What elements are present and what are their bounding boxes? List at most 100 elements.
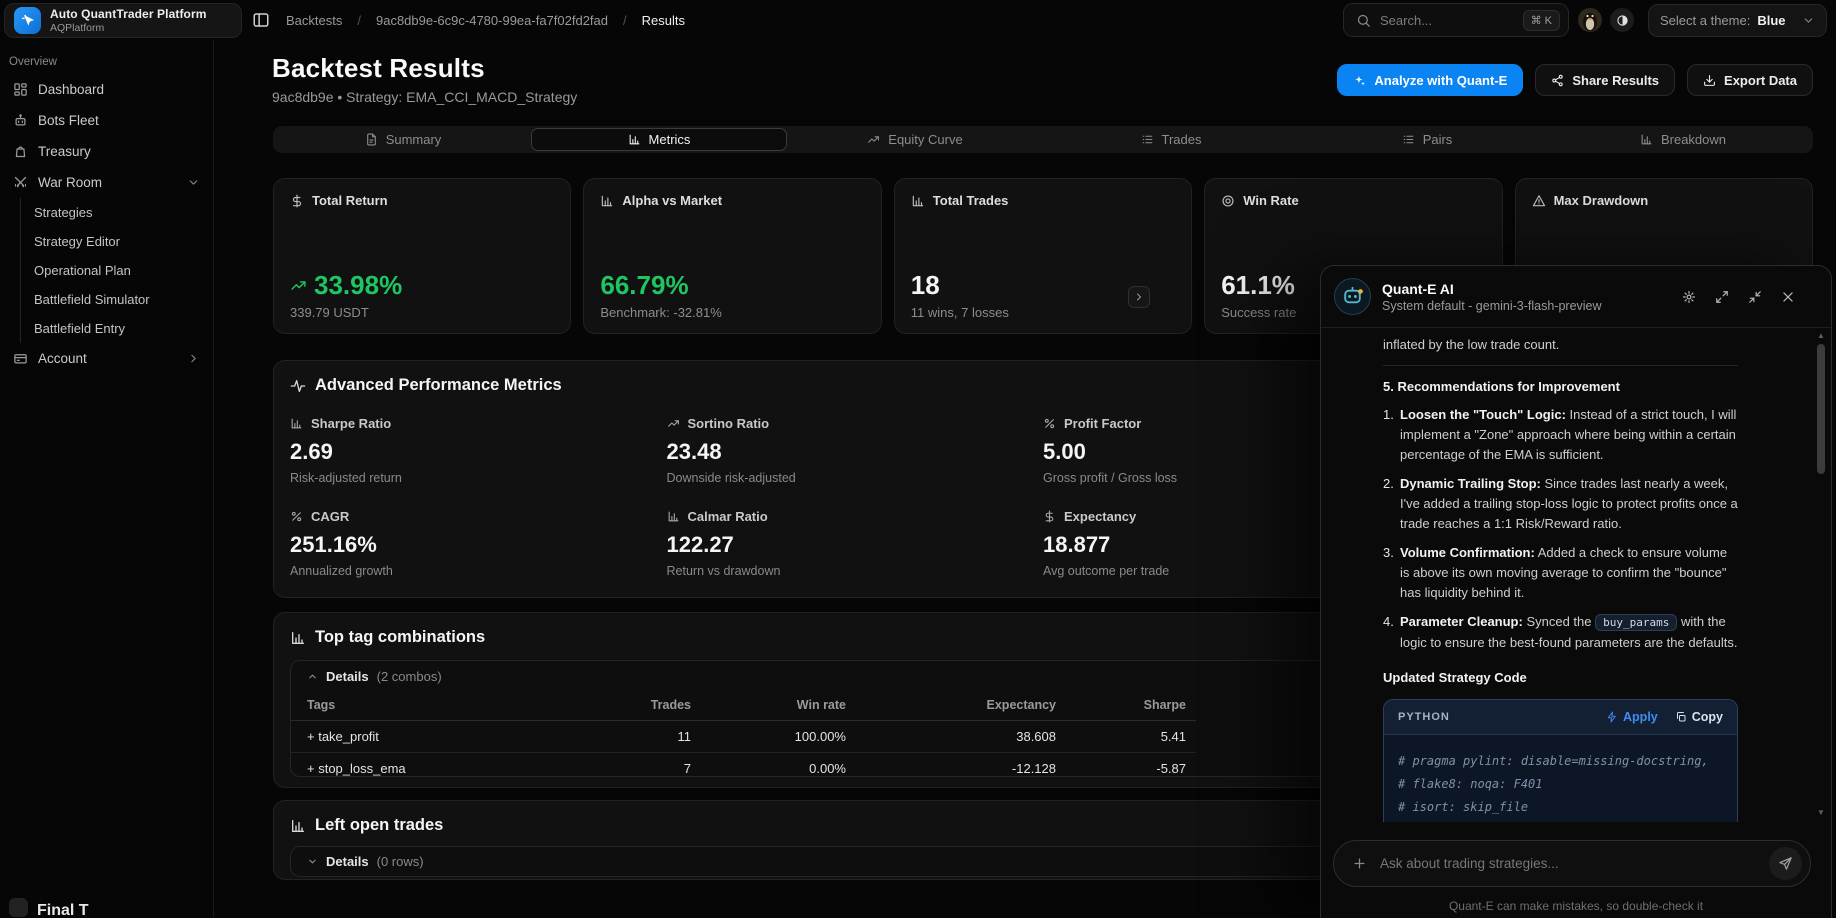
tab-equity-curve[interactable]: Equity Curve: [787, 128, 1043, 151]
metric-desc: Annualized growth: [290, 564, 393, 578]
chat-input-bar: [1333, 840, 1811, 887]
chat-panel-expander-button[interactable]: [1128, 286, 1150, 308]
expand-icon[interactable]: [1715, 290, 1729, 304]
percent-icon: [1043, 417, 1056, 430]
table-row: + stop_loss_ema 7 0.00% -12.128 -5.87: [291, 752, 1196, 776]
sidebar-item-label: Strategies: [34, 205, 93, 220]
list-item-lead: Dynamic Trailing Stop:: [1400, 476, 1541, 491]
tab-breakdown[interactable]: Breakdown: [1555, 128, 1811, 151]
scrollbar-thumb[interactable]: [1817, 344, 1825, 474]
chevron-up-icon: [307, 671, 318, 682]
sidebar-toggle-icon[interactable]: [252, 11, 270, 29]
list-item: 2. Dynamic Trailing Stop: Since trades l…: [1383, 474, 1738, 534]
bar-chart-icon: [1640, 133, 1653, 146]
dollar-icon: [290, 194, 304, 208]
sidebar-bottom-clipped-item[interactable]: Final T: [9, 896, 89, 918]
search-box[interactable]: ⌘ K: [1343, 3, 1569, 37]
breadcrumb-separator: /: [357, 12, 361, 28]
sidebar-item-strategies[interactable]: Strategies: [21, 198, 207, 227]
breadcrumb-backtest-id[interactable]: 9ac8db9e-6c9c-4780-99ea-fa7f02fd2fad: [375, 12, 608, 28]
code-section-title: Updated Strategy Code: [1383, 670, 1527, 685]
list-item-text: Synced the: [1522, 614, 1596, 629]
sidebar-item-war-room[interactable]: War Room: [4, 167, 209, 198]
card-label: Total Return: [312, 193, 388, 208]
cell-trades: 7: [591, 752, 701, 776]
chat-input[interactable]: [1380, 856, 1756, 871]
section-title: Top tag combinations: [315, 628, 486, 646]
share-results-button[interactable]: Share Results: [1535, 64, 1676, 96]
tab-metrics[interactable]: Metrics: [531, 128, 787, 151]
sidebar-item-operational-plan[interactable]: Operational Plan: [21, 256, 207, 285]
chat-message-area[interactable]: inflated by the low trade count. 5. Reco…: [1321, 329, 1831, 822]
card-value: 61.1%: [1221, 270, 1295, 300]
details-count: (2 combos): [376, 669, 442, 684]
chat-scrollbar[interactable]: ▲ ▼: [1814, 331, 1828, 818]
tab-label: Trades: [1161, 132, 1202, 147]
tab-summary[interactable]: Summary: [275, 128, 531, 151]
sidebar-item-label: Battlefield Entry: [34, 321, 126, 336]
user-avatar[interactable]: [1578, 8, 1602, 32]
target-icon: [1221, 194, 1235, 208]
list-number: 3.: [1383, 545, 1394, 560]
apply-code-button[interactable]: Apply: [1606, 707, 1658, 727]
metric-value: 23.48: [666, 439, 722, 464]
breadcrumb-results[interactable]: Results: [641, 12, 685, 28]
card-alpha-vs-market: Alpha vs Market 66.79% Benchmark: -32.81…: [583, 178, 882, 334]
list-number: 1.: [1383, 407, 1394, 422]
column-header-sharpe: Sharpe: [1066, 692, 1196, 721]
card-label: Alpha vs Market: [622, 193, 723, 208]
metric-calmar-ratio: Calmar Ratio 122.27 Return vs drawdown: [667, 509, 1044, 578]
metric-value: 18.877: [1043, 532, 1111, 557]
plus-icon[interactable]: [1352, 856, 1367, 871]
bar-chart-icon: [290, 630, 306, 646]
chat-header: Quant-E AI System default - gemini-3-fla…: [1321, 266, 1831, 328]
sidebar-item-label: Bots Fleet: [38, 113, 99, 128]
sparkles-icon: [1353, 74, 1366, 87]
tag-combos-details-toggle[interactable]: Details (2 combos): [291, 661, 1795, 692]
gear-icon[interactable]: [1682, 290, 1696, 304]
sidebar-item-dashboard[interactable]: Dashboard: [4, 74, 209, 105]
close-icon[interactable]: [1781, 290, 1795, 304]
send-button[interactable]: [1769, 847, 1802, 880]
metric-value: 2.69: [290, 439, 333, 464]
card-icon: [13, 351, 28, 366]
card-label: Total Trades: [932, 193, 1009, 208]
breadcrumb-backtests[interactable]: Backtests: [286, 12, 343, 28]
list-item: 1. Loosen the "Touch" Logic: Instead of …: [1383, 405, 1738, 465]
cursor-click-icon: [20, 13, 36, 29]
tab-pairs[interactable]: Pairs: [1299, 128, 1555, 151]
breadcrumb-separator: /: [623, 12, 627, 28]
sidebar-item-battlefield-entry[interactable]: Battlefield Entry: [21, 314, 207, 343]
code-language-label: PYTHON: [1398, 711, 1450, 723]
list-item-lead: Parameter Cleanup:: [1400, 614, 1523, 629]
analyze-with-quant-e-button[interactable]: Analyze with Quant-E: [1337, 64, 1524, 96]
sidebar-item-treasury[interactable]: Treasury: [4, 136, 209, 167]
brand[interactable]: Auto QuantTrader Platform AQPlatform: [4, 3, 242, 38]
button-label: Share Results: [1572, 72, 1660, 88]
bar-chart-icon: [628, 133, 641, 146]
sidebar-item-account[interactable]: Account: [4, 343, 209, 374]
sidebar-item-battlefield-simulator[interactable]: Battlefield Simulator: [21, 285, 207, 314]
minimize-icon[interactable]: [1748, 290, 1762, 304]
theme-select[interactable]: Select a theme: Blue: [1648, 4, 1827, 37]
search-input[interactable]: [1380, 12, 1514, 28]
tab-trades[interactable]: Trades: [1043, 128, 1299, 151]
column-header-trades: Trades: [591, 692, 701, 721]
chevron-down-icon: [307, 856, 318, 867]
metric-value: 251.16%: [290, 532, 377, 557]
scroll-down-arrow[interactable]: ▼: [1817, 808, 1825, 817]
warning-icon: [1532, 194, 1546, 208]
contrast-toggle-button[interactable]: [1610, 8, 1634, 32]
cell-tag: + stop_loss_ema: [291, 752, 591, 776]
sidebar-item-bots-fleet[interactable]: Bots Fleet: [4, 105, 209, 136]
code-line: # flake8: noqa: F401: [1398, 777, 1543, 791]
scroll-up-arrow[interactable]: ▲: [1817, 331, 1825, 340]
sidebar-item-strategy-editor[interactable]: Strategy Editor: [21, 227, 207, 256]
activity-icon: [290, 378, 306, 394]
cell-expectancy: -12.128: [856, 752, 1066, 776]
export-data-button[interactable]: Export Data: [1687, 64, 1813, 96]
bag-icon: [13, 144, 28, 159]
metric-value: 122.27: [666, 532, 734, 557]
copy-code-button[interactable]: Copy: [1675, 707, 1723, 727]
metric-cagr: CAGR 251.16% Annualized growth: [290, 509, 667, 578]
